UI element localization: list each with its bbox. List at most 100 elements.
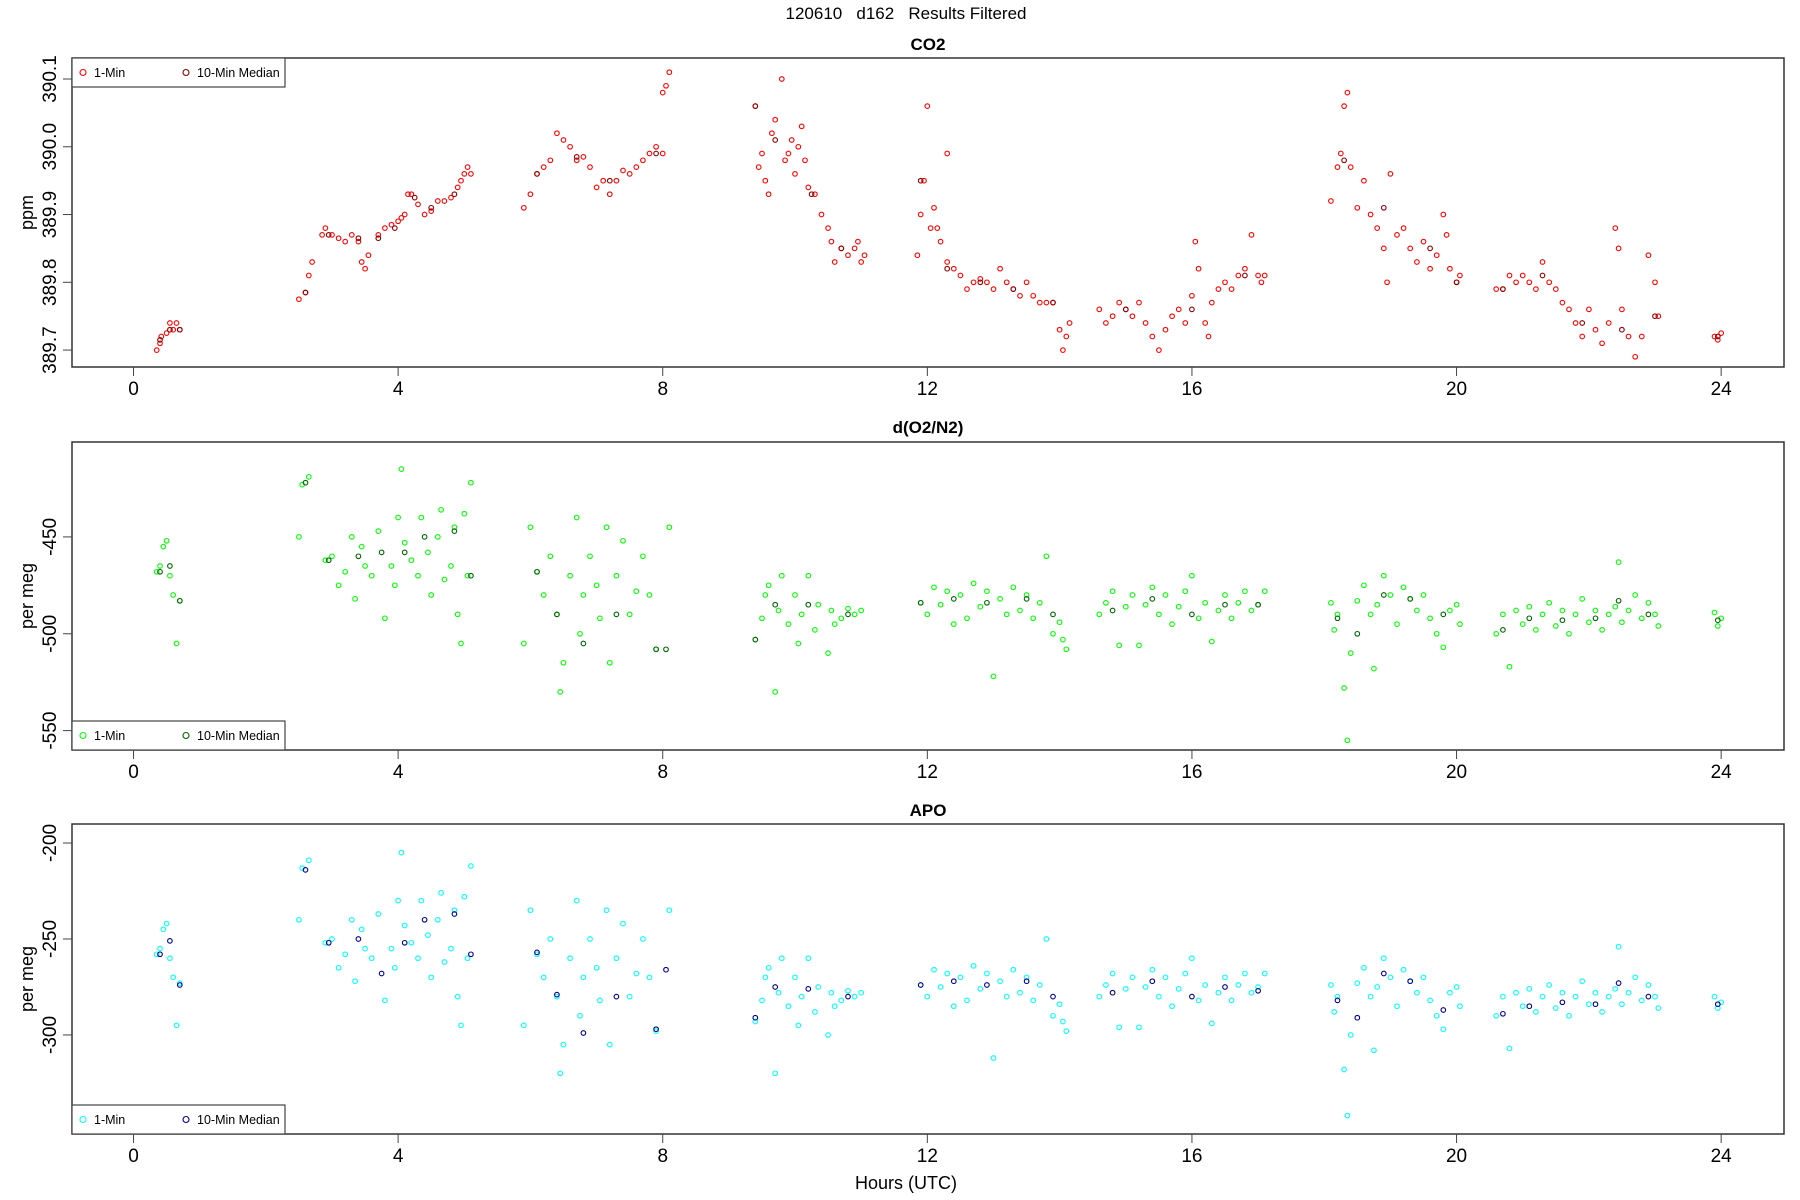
data-point	[1255, 601, 1261, 608]
data-point	[1189, 611, 1195, 618]
data-point	[1222, 592, 1228, 598]
x-tick-label: 8	[657, 762, 668, 783]
data-point	[1195, 265, 1202, 272]
data-point	[441, 576, 448, 583]
data-point	[1612, 603, 1619, 610]
data-point	[812, 191, 818, 198]
data-point	[534, 568, 540, 575]
data-point	[335, 964, 342, 971]
data-point	[1337, 150, 1344, 157]
data-point	[772, 116, 779, 123]
x-axis-label: Hours (UTC)	[855, 1173, 957, 1193]
data-point	[762, 177, 769, 184]
data-point	[845, 252, 851, 259]
data-point	[1592, 607, 1599, 614]
data-point	[1592, 615, 1599, 622]
data-point	[1109, 970, 1116, 977]
data-point	[808, 191, 815, 198]
data-point	[765, 191, 772, 198]
data-point	[1453, 984, 1460, 990]
legend-label: 10-Min Median	[197, 1113, 280, 1127]
data-point	[461, 893, 468, 900]
data-point	[461, 171, 468, 177]
data-point	[1341, 685, 1347, 691]
data-point	[931, 584, 937, 591]
data-point	[540, 164, 547, 170]
data-point	[391, 964, 398, 971]
data-point	[1718, 330, 1725, 336]
data-point	[1205, 333, 1212, 340]
data-point	[1242, 265, 1248, 272]
data-point	[418, 514, 425, 521]
data-point	[1162, 326, 1169, 333]
data-point	[752, 103, 759, 109]
data-point	[451, 911, 458, 917]
legend-box	[71, 720, 286, 751]
data-point	[554, 991, 560, 998]
data-point	[567, 143, 573, 150]
data-point	[375, 528, 382, 534]
data-point	[335, 582, 342, 589]
data-point	[329, 553, 335, 560]
data-point	[1433, 630, 1440, 637]
data-point	[547, 157, 554, 164]
data-point	[1341, 1066, 1347, 1073]
data-point	[1440, 611, 1447, 618]
data-point	[1394, 232, 1400, 238]
data-point	[1050, 1012, 1056, 1019]
data-point	[1367, 211, 1374, 218]
data-point	[1235, 599, 1242, 606]
data-point	[950, 978, 957, 985]
data-point	[653, 150, 659, 157]
data-point	[540, 974, 547, 981]
data-point	[1182, 970, 1189, 977]
x-tick-label: 24	[1711, 379, 1733, 400]
data-point	[401, 549, 408, 556]
data-point	[765, 964, 772, 971]
data-point	[855, 238, 861, 245]
data-point	[977, 279, 984, 286]
data-point	[792, 974, 798, 981]
data-point	[1023, 592, 1030, 598]
data-point	[1533, 1009, 1539, 1015]
data-point	[1063, 1028, 1070, 1034]
data-point	[1615, 559, 1622, 565]
data-point	[398, 466, 405, 472]
x-tick-label: 0	[128, 379, 139, 400]
data-point	[666, 524, 673, 531]
data-point	[573, 157, 580, 164]
data-point	[1615, 943, 1622, 950]
data-point	[1612, 225, 1619, 231]
data-point	[1652, 611, 1658, 618]
data-point	[1063, 333, 1070, 340]
data-point	[1334, 997, 1341, 1004]
data-point	[1228, 286, 1235, 292]
data-point	[398, 215, 405, 221]
data-point	[587, 936, 593, 942]
data-point	[418, 897, 425, 904]
data-point	[362, 563, 368, 569]
data-point	[468, 863, 474, 869]
data-point	[1572, 320, 1579, 326]
main-title: 120610 d162 Results Filtered	[786, 4, 1027, 23]
data-point	[160, 543, 167, 550]
data-point	[812, 627, 818, 633]
data-point	[1526, 603, 1533, 610]
data-point	[451, 191, 458, 198]
data-point	[415, 201, 421, 208]
data-point	[1328, 599, 1334, 606]
x-tick-label: 4	[393, 379, 404, 400]
data-point	[395, 218, 401, 225]
data-point	[580, 592, 587, 598]
data-point	[1334, 993, 1341, 1000]
data-point	[1328, 982, 1334, 988]
data-point	[1003, 611, 1010, 618]
data-point	[382, 997, 388, 1004]
x-tick-label: 0	[128, 762, 139, 783]
legend-label: 10-Min Median	[197, 729, 280, 743]
data-point	[1129, 974, 1136, 981]
data-point	[593, 582, 600, 589]
x-tick-label: 20	[1446, 762, 1467, 783]
x-tick-label: 4	[393, 1146, 404, 1167]
data-point	[950, 596, 957, 602]
